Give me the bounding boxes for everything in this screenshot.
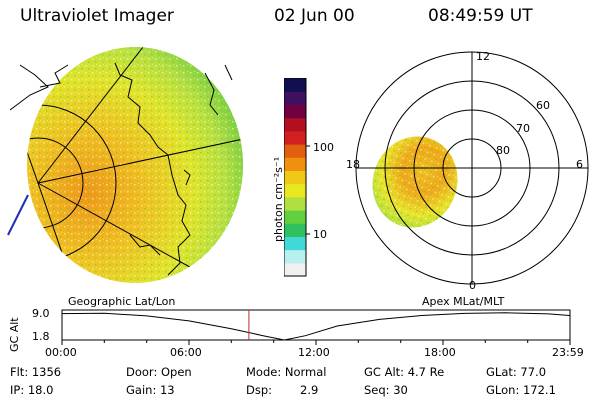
orbit-xtick-1800: 18:00: [424, 346, 456, 359]
colorbar-band: [284, 144, 306, 158]
orbit-xtick-1200: 12:00: [298, 346, 330, 359]
colorbar-tick-10: 10: [313, 228, 327, 241]
colorbar-band: [284, 249, 306, 264]
door-status: Door: Open: [126, 365, 192, 379]
colorbar-band: [284, 130, 306, 145]
colorbar-band: [284, 157, 306, 171]
earth-disk: [27, 47, 243, 283]
colorbar-band: [284, 236, 306, 251]
colorbar-band: [284, 78, 306, 92]
ip-status: IP: 18.0: [10, 383, 54, 397]
orbit-altitude-chart: GC Alt 9.0 1.8 00:00 06:00 12:00 18:00 2…: [8, 307, 584, 359]
gc-alt-status: GC Alt: 4.7 Re: [364, 365, 445, 379]
flight-status: Flt: 1356: [10, 365, 62, 379]
colorbar-band: [284, 91, 306, 105]
colorbar-tick-100: 100: [313, 141, 334, 154]
mlt-label-0: 0: [469, 279, 476, 292]
orbit-xtick-2359: 23:59: [552, 346, 584, 359]
colorbar-band: [284, 170, 306, 185]
mode-status: Mode: Normal: [246, 365, 327, 379]
glat-status: GLat: 77.0: [486, 365, 547, 379]
coastlines: [9, 62, 233, 276]
orbit-ytick-high: 9.0: [32, 307, 50, 320]
terminator-line: [7, 194, 29, 236]
mlat-label-60: 60: [536, 99, 550, 112]
gain-status: Gain: 13: [126, 383, 175, 397]
dsp-label: Dsp:: [246, 383, 273, 397]
mlt-label-18: 18: [346, 158, 360, 171]
colorbar: [284, 78, 310, 277]
orbit-ylabel: GC Alt: [8, 317, 21, 352]
dsp-value: 2.9: [300, 383, 319, 397]
time-label: 08:49:59 UT: [428, 6, 533, 26]
colorbar-band: [284, 210, 306, 224]
instrument-title: Ultraviolet Imager: [20, 6, 174, 26]
mlat-label-70: 70: [516, 122, 530, 135]
orbit-xtick-0600: 06:00: [170, 346, 202, 359]
geographic-caption: Geographic Lat/Lon: [68, 295, 176, 308]
apex-caption: Apex MLat/MLT: [422, 295, 505, 308]
colorbar-band: [284, 262, 306, 277]
seq-status: Seq: 30: [364, 383, 408, 397]
date-label: 02 Jun 00: [274, 6, 355, 26]
orbit-xtick-0000: 00:00: [45, 346, 77, 359]
geographic-uv-image: [7, 47, 243, 283]
colorbar-band: [284, 196, 306, 211]
orbit-altitude-line: [61, 312, 570, 341]
orbit-frame: [61, 309, 571, 341]
colorbar-band: [284, 104, 306, 119]
glon-status: GLon: 172.1: [486, 383, 556, 397]
polar-mlat-mlt-plot: 12 18 6 0 60 70 80: [346, 50, 589, 292]
mlat-label-80: 80: [496, 144, 510, 157]
mlt-label-6: 6: [576, 158, 583, 171]
colorbar-band: [284, 223, 306, 237]
mlt-label-12: 12: [476, 50, 490, 63]
colorbar-band: [284, 183, 306, 198]
polar-grid: [355, 51, 589, 285]
orbit-ytick-low: 1.8: [32, 330, 50, 343]
colorbar-band: [284, 117, 306, 132]
orbit-tick-marks: [61, 340, 571, 345]
colorbar-unit-label: photon cm⁻²s⁻¹: [272, 156, 285, 242]
